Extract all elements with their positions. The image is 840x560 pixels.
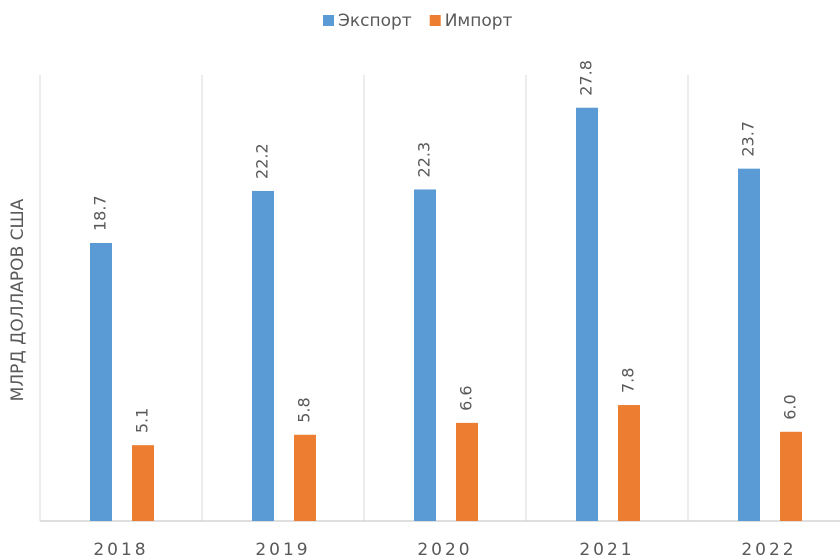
bar (456, 422, 478, 521)
y-axis-label: МЛРД ДОЛЛАРОВ США (8, 198, 28, 401)
value-label: 7.8 (619, 368, 638, 393)
bar (738, 168, 760, 521)
x-tick-label: 2019 (255, 540, 310, 560)
bar (252, 190, 274, 521)
legend-swatch (323, 15, 334, 26)
x-tick-label: 2018 (93, 540, 148, 560)
value-label: 22.2 (253, 143, 272, 179)
value-label: 27.8 (577, 60, 596, 96)
legend-swatch (429, 15, 441, 26)
legend-label: Импорт (445, 11, 513, 31)
value-label: 18.7 (91, 195, 110, 231)
value-label: 23.7 (739, 121, 758, 157)
x-tick-label: 2021 (579, 540, 634, 560)
bar (132, 445, 154, 521)
bar (618, 405, 640, 521)
bar (780, 431, 802, 521)
value-label: 5.8 (295, 397, 314, 422)
value-label: 5.1 (133, 408, 152, 433)
x-tick-label: 2022 (741, 540, 796, 560)
value-label: 6.6 (457, 385, 476, 410)
bar (294, 434, 316, 521)
x-tick-label: 2020 (417, 540, 472, 560)
bar (576, 107, 598, 521)
bar (414, 189, 436, 521)
bar (90, 242, 112, 521)
value-label: 22.3 (415, 142, 434, 178)
value-label: 6.0 (781, 394, 800, 419)
legend-label: Экспорт (338, 11, 412, 31)
